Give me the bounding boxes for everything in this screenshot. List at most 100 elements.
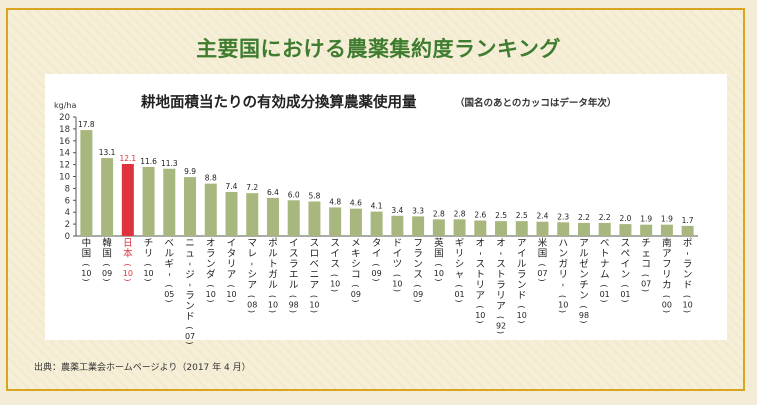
data-label: 2.8 (454, 209, 466, 218)
data-label: 5.8 (308, 191, 320, 200)
category-year-paren: ) (538, 278, 547, 281)
category-label-char: 日 (123, 238, 133, 249)
category-label-char: - (474, 252, 485, 255)
category-label-char: イ (330, 249, 340, 260)
category-label-char: ト (268, 259, 278, 270)
category-label-char: チ (579, 280, 589, 291)
category-label-char: - (246, 262, 257, 265)
category-year-paren: ( (268, 295, 277, 298)
bar (474, 220, 487, 236)
bar (246, 193, 259, 236)
category-label-char: ラ (517, 270, 527, 281)
category-label-char: シ (351, 259, 361, 270)
y-tick-label: 2 (65, 220, 70, 230)
y-tick-label: 8 (65, 184, 70, 194)
category-year-paren: ) (392, 289, 401, 292)
data-label: 2.0 (619, 214, 631, 223)
category-label-char: ツ (393, 259, 403, 270)
category-label-char: リ (144, 249, 154, 260)
category-year-paren: ) (662, 310, 671, 313)
bar (370, 211, 383, 236)
category-year: 07 (185, 332, 195, 341)
category-year: 10 (226, 290, 236, 299)
category-label-char: 国 (102, 249, 112, 260)
category-label-char: リ (662, 270, 672, 281)
category-label-char: 英 (434, 237, 444, 249)
bar (598, 222, 611, 236)
category-year-paren: ( (455, 284, 464, 287)
category-year: 01 (600, 290, 610, 299)
category-label-char: フ (413, 238, 423, 249)
category-label-char: ト (496, 270, 506, 281)
category-year-paren: ) (206, 299, 215, 302)
category-label-char: ガ (268, 270, 278, 281)
category-label-char: - (682, 252, 693, 255)
category-label-char: ド (185, 312, 195, 323)
category-year: 10 (81, 269, 91, 278)
category-label-char: ン (206, 259, 216, 270)
category-year-paren: ( (351, 284, 360, 287)
bar (184, 177, 197, 236)
category-label-char: ル (268, 249, 278, 260)
category-label-char: ン (185, 301, 195, 312)
category-label-char: メ (351, 238, 361, 249)
category-year-paren: ( (517, 305, 526, 308)
category-year: 10 (330, 280, 340, 289)
category-year-paren: ( (558, 295, 567, 298)
category-label-char: ス (496, 259, 506, 270)
data-label: 7.2 (246, 183, 258, 192)
category-label-char: ル (517, 259, 527, 270)
data-label: 2.4 (537, 212, 549, 221)
category-year-paren: ( (102, 263, 111, 266)
bar (163, 168, 176, 236)
category-year-paren: ( (144, 263, 153, 266)
bar (640, 224, 653, 236)
category-year-paren: ( (392, 274, 401, 277)
category-label-char: ダ (206, 269, 216, 281)
category-year-paren: ) (102, 278, 111, 281)
category-year-paren: ) (496, 331, 505, 334)
category-label-char: シ (455, 259, 465, 270)
category-label-char: ア (496, 301, 506, 312)
category-label-char: ア (476, 291, 486, 302)
category-year: 10 (683, 301, 693, 310)
category-year: 10 (143, 269, 153, 278)
data-label: 17.8 (78, 120, 95, 129)
category-year: 07 (537, 269, 547, 278)
y-tick-label: 20 (59, 113, 70, 123)
category-label-char: ガ (558, 259, 568, 270)
category-label-char: ラ (496, 280, 506, 291)
category-label-char: イ (517, 249, 527, 260)
category-label-char: ス (289, 249, 299, 260)
category-year-paren: ) (600, 299, 609, 302)
category-year-paren: ( (330, 274, 339, 277)
data-label: 2.8 (433, 209, 445, 218)
category-year-paren: ( (206, 284, 215, 287)
category-label-char: ル (579, 249, 589, 260)
category-label-char: ス (413, 270, 423, 281)
category-year-paren: ( (600, 284, 609, 287)
data-label: 9.9 (184, 167, 196, 176)
y-tick-label: 4 (65, 208, 70, 218)
category-label-char: ン (558, 249, 568, 260)
category-year: 09 (351, 290, 361, 299)
category-year: 98 (579, 311, 589, 320)
category-label-char: ラ (206, 249, 216, 260)
category-label-char: マ (247, 238, 257, 249)
category-year-paren: ( (620, 284, 629, 287)
category-label-char: 本 (123, 248, 133, 260)
category-year: 10 (123, 269, 133, 278)
category-label-char: 国 (538, 249, 548, 260)
category-label-char: ニ (185, 238, 195, 249)
category-label-char: ギ (455, 238, 465, 249)
category-year: 10 (206, 290, 216, 299)
bar (266, 197, 279, 236)
category-label-char: ベ (310, 259, 320, 270)
data-label: 7.4 (226, 182, 238, 191)
category-label-char: リ (227, 259, 237, 270)
category-label-char: ス (621, 238, 631, 249)
category-year-paren: ) (247, 310, 256, 313)
category-year: 10 (268, 301, 278, 310)
category-label-char: - (495, 252, 506, 255)
